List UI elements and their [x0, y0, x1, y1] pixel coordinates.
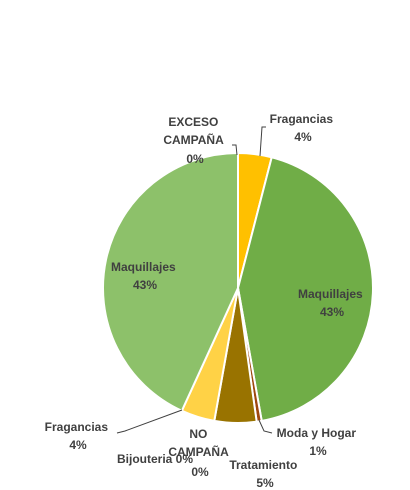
leader-line-fragancias-b [116, 409, 183, 434]
pie-slice-8 [101, 151, 239, 413]
leader-line-fragancias-a [259, 126, 266, 157]
label-maquillajes-b: Maquillajes 43% [111, 260, 179, 292]
leader-line-moda-hogar [258, 419, 273, 434]
label-bijouteria: Bijouteria 0% [117, 452, 193, 466]
label-fragancias-a: Fragancias 4% [270, 112, 337, 144]
pie-slices [101, 151, 374, 424]
leader-line-exceso [232, 144, 238, 156]
pie-slice-2 [236, 156, 374, 423]
label-fragancias-b: Fragancias 4% [45, 420, 112, 452]
label-no-campana: NO CAMPAÑA 0% [168, 427, 231, 479]
label-tratamiento: Tratamiento 5% [229, 458, 300, 490]
label-exceso-campana: EXCESO CAMPAÑA 0% [163, 115, 226, 166]
label-maquillajes-a: Maquillajes 43% [298, 287, 366, 319]
label-moda-hogar: Moda y Hogar 1% [277, 426, 360, 458]
